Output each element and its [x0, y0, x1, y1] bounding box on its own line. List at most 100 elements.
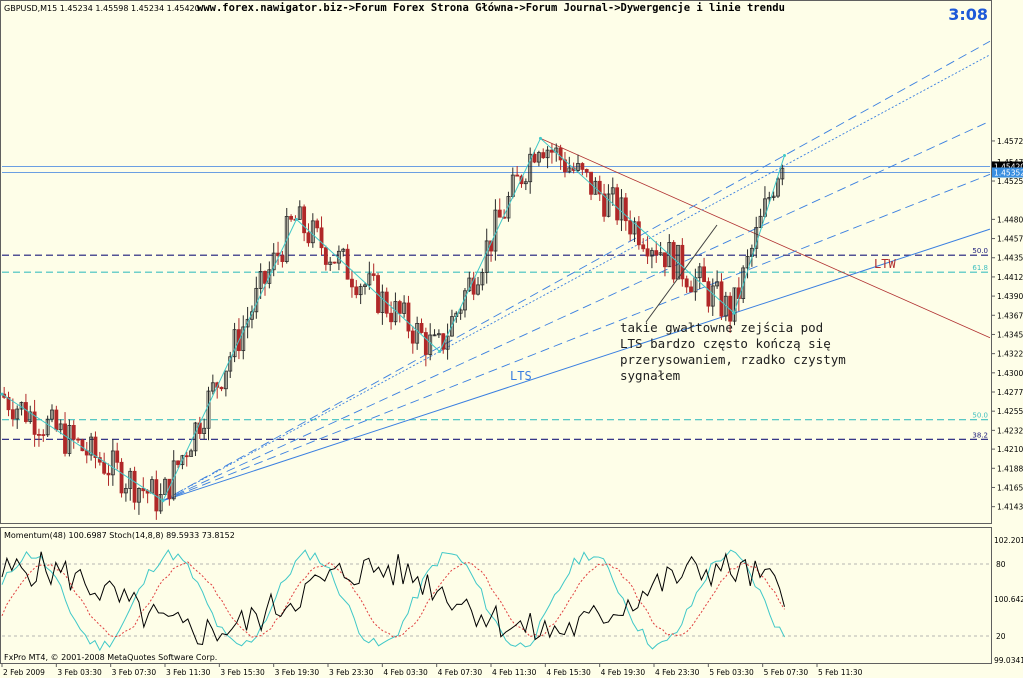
candle-body	[206, 390, 211, 429]
candle-body	[80, 439, 85, 452]
candle-body	[471, 277, 476, 295]
candle-body	[319, 227, 324, 249]
candle-body	[506, 196, 511, 219]
annotation-line: przerysowaniem, rzadko czystym	[620, 352, 846, 367]
stoch-signal-line	[1, 561, 785, 638]
time-tick-label: 2 Feb 2009	[3, 668, 45, 677]
candle-body	[706, 281, 711, 307]
candle-body	[10, 409, 15, 420]
candle-body	[6, 396, 11, 411]
zigzag-point	[294, 217, 298, 221]
candle-body	[697, 266, 702, 279]
candle-body	[515, 174, 520, 177]
candle-body	[241, 326, 246, 352]
candle-body	[528, 153, 533, 183]
time-tick-label: 3 Feb 19:30	[275, 668, 320, 677]
candle-body	[354, 286, 359, 296]
candle-body	[580, 163, 585, 170]
candle-body	[406, 302, 411, 332]
candle-body	[171, 460, 176, 500]
candle-body	[558, 147, 563, 161]
candle-body	[89, 436, 94, 456]
candle-body	[210, 382, 215, 392]
candle-body	[184, 455, 189, 458]
candle-body	[584, 169, 589, 173]
candle-body	[636, 221, 641, 246]
symbol-info: GBPUSD,M15 1.45234 1.45598 1.45234 1.454…	[4, 4, 200, 13]
indicator-panel-frame	[0, 527, 992, 664]
candle-body	[350, 278, 354, 288]
annotation-text: takie gwałtowne zejścia pod LTS bardzo c…	[620, 320, 846, 383]
candle-body	[15, 408, 20, 420]
momentum-line	[1, 551, 785, 646]
candle-body	[110, 450, 115, 476]
indicator-tick-label: 102.2013	[994, 536, 1023, 545]
candle-body	[232, 329, 237, 358]
candle-body	[436, 333, 441, 336]
channel-line	[162, 54, 991, 502]
annotation-pointer	[645, 224, 718, 323]
price-axis: 1.457201.454751.452501.448001.445751.443…	[991, 137, 1023, 512]
price-tick-label: 1.41655	[997, 483, 1023, 492]
candle-body	[758, 215, 763, 228]
candle-body	[328, 261, 333, 265]
candle-body	[315, 220, 320, 229]
candle-body	[619, 197, 624, 221]
channel-line	[162, 120, 991, 502]
candle-body	[310, 220, 315, 244]
time-tick-label: 4 Feb 03:30	[383, 668, 428, 677]
candle-body	[771, 195, 776, 198]
price-tick-label: 1.43000	[997, 369, 1023, 378]
candle-body	[158, 494, 163, 512]
price-tick-label: 1.44125	[997, 273, 1023, 282]
candle-body	[106, 472, 111, 476]
candle-body	[715, 281, 720, 287]
candle-body	[423, 332, 428, 355]
candle-body	[623, 197, 628, 222]
candle-body	[549, 149, 554, 153]
candle-body	[102, 461, 107, 474]
candle-body	[345, 248, 350, 280]
candle-body	[167, 478, 172, 500]
candle-body	[137, 488, 141, 503]
candle-body	[684, 278, 689, 288]
candle-body	[415, 323, 420, 344]
copyright: FxPro MT4, © 2001-2008 MetaQuotes Softwa…	[4, 653, 217, 662]
candle-body	[202, 427, 207, 434]
ltw-trendline	[540, 138, 991, 339]
candle-body	[732, 287, 737, 322]
candle-body	[476, 284, 480, 295]
lts-label: LTS	[510, 369, 532, 383]
candle-body	[389, 312, 393, 323]
fib-level-lines: 50.0 61.8 50.0 38.2	[2, 166, 990, 440]
candle-body	[37, 434, 41, 436]
time-axis: 2 Feb 2009 3 Feb 03:30 3 Feb 07:30 3 Feb 11…	[1, 663, 863, 677]
time-tick-label: 3 Feb 23:30	[329, 668, 374, 677]
zigzag-point	[732, 311, 736, 315]
annotation-line: takie gwałtowne zejścia pod	[620, 320, 823, 335]
price-tick-label: 1.42550	[997, 407, 1023, 416]
main-panel-frame	[0, 0, 992, 524]
candle-body	[576, 163, 580, 171]
candle-body	[267, 269, 272, 284]
price-tick-label: 1.41430	[997, 503, 1023, 512]
candle-body	[545, 149, 550, 159]
time-tick-label: 3 Feb 07:30	[112, 668, 157, 677]
candle-body	[141, 488, 146, 492]
fib-level-label: 50.0	[972, 412, 988, 420]
candle-body	[467, 277, 472, 292]
zigzag-point	[0, 392, 4, 396]
candle-body	[371, 273, 376, 276]
fib-level-label: 50.0	[972, 247, 988, 255]
candle-body	[723, 295, 728, 317]
candle-body	[58, 423, 63, 431]
price-tick-label: 1.45720	[997, 137, 1023, 146]
candle-body	[323, 247, 328, 265]
candle-body	[115, 450, 120, 463]
candle-body	[302, 206, 307, 234]
annotation-line: sygnałem	[620, 368, 680, 383]
trendlines	[162, 40, 991, 502]
candle-body	[119, 461, 124, 494]
fib-level-label: 61.8	[972, 264, 988, 272]
